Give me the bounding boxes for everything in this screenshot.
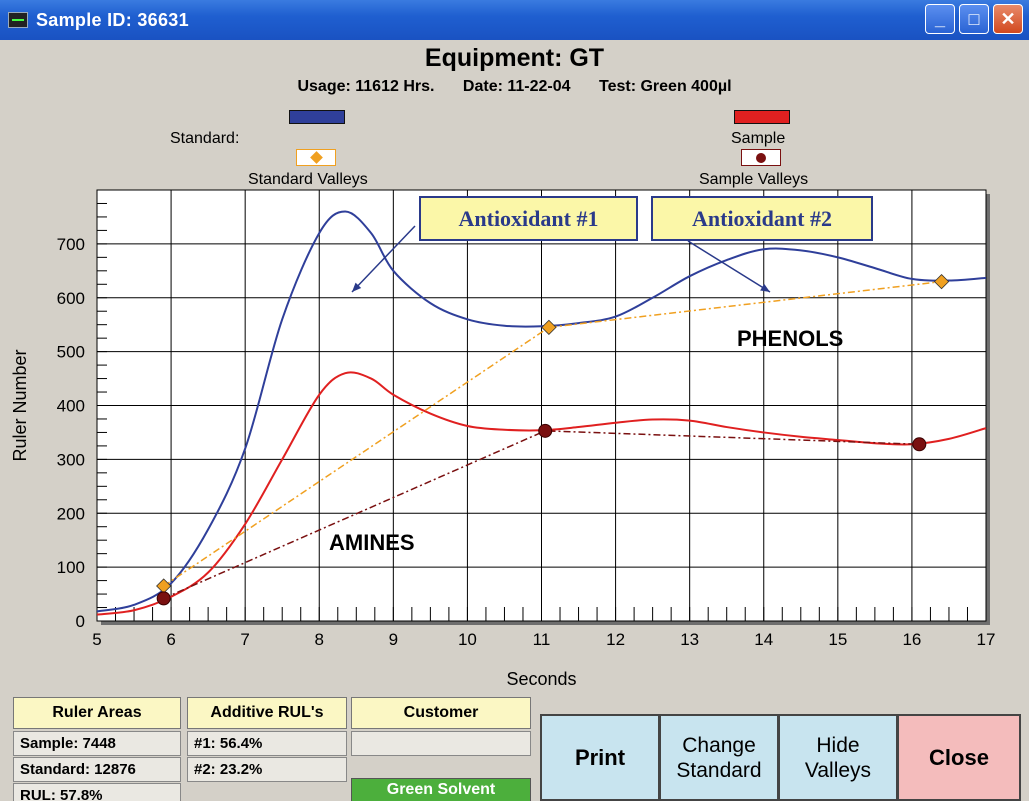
legend-sample-swatch [734,110,790,124]
phenols-label: PHENOLS [737,326,844,351]
hide-valleys-label-1: Hide [816,733,860,757]
app-icon [8,12,28,28]
chart-panel [6,40,1023,685]
customer-header: Customer [351,697,531,729]
ruler-areas-header: Ruler Areas [13,697,181,729]
print-button[interactable]: Print [540,714,660,801]
additive2-value: #2: 23.2% [187,757,347,782]
chart-subtitle: Usage: 11612 Hrs. Date: 11-22-04 Test: G… [0,78,1029,96]
hide-valleys-button[interactable]: Hide Valleys [778,714,898,801]
test-text: Test: Green 400µl [598,78,732,95]
rul-value: RUL: 57.8% [13,783,181,801]
minimize-button[interactable]: _ [925,4,955,34]
usage-text: Usage: 11612 Hrs. [297,78,435,95]
title-bar: Sample ID: 36631 _ □ ✕ [0,0,1029,40]
hide-valleys-label-2: Valleys [804,758,872,782]
diamond-marker-icon [310,151,323,164]
circle-marker-icon [756,153,766,163]
legend-standard-swatch [289,110,345,124]
additive1-value: #1: 56.4% [187,731,347,756]
window-title: Sample ID: 36631 [36,9,189,30]
legend-standard-valley-swatch [296,149,336,166]
date-text: Date: 11-22-04 [462,78,571,95]
standard-area-value: Standard: 12876 [13,757,181,782]
legend-standard-valleys-label: Standard Valleys [248,171,368,188]
change-standard-label-1: Change [682,733,756,757]
close-button[interactable]: Close [897,714,1021,801]
legend-sample-valleys-label: Sample Valleys [699,171,809,188]
change-standard-button[interactable]: Change Standard [659,714,779,801]
legend-standard-label: Standard: [170,130,240,147]
window-controls: _ □ ✕ [925,4,1023,34]
sample-area-value: Sample: 7448 [13,731,181,756]
legend-sample-label: Sample [731,130,786,147]
legend-sample-valley-swatch [741,149,781,166]
amines-label: AMINES [329,530,415,555]
close-window-button[interactable]: ✕ [993,4,1023,34]
chart-title: Equipment: GT [424,44,605,72]
antioxidant2-callout: Antioxidant #2 [651,196,873,241]
maximize-button[interactable]: □ [959,4,989,34]
change-standard-label-2: Standard [676,758,762,782]
additive-ruls-header: Additive RUL's [187,697,347,729]
antioxidant1-callout: Antioxidant #1 [419,196,638,241]
customer-field[interactable] [351,731,531,756]
solvent-badge: Green Solvent [351,778,531,801]
